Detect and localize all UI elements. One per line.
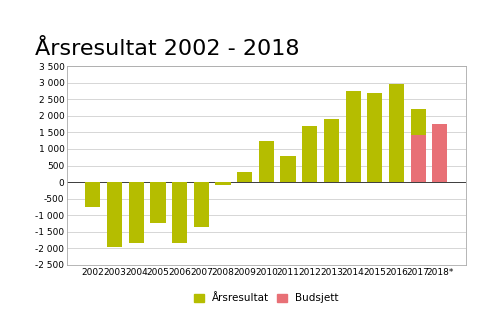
Bar: [280, 156, 296, 182]
Bar: [432, 124, 447, 182]
Bar: [216, 182, 230, 185]
Bar: [389, 84, 404, 182]
Bar: [85, 182, 100, 207]
Bar: [367, 93, 383, 182]
Legend: Årsresultat, Budsjett: Årsresultat, Budsjett: [194, 293, 338, 303]
Bar: [172, 182, 187, 243]
Bar: [129, 182, 144, 243]
Bar: [410, 109, 426, 182]
Bar: [410, 135, 426, 182]
Bar: [259, 141, 274, 182]
Bar: [237, 172, 252, 182]
Bar: [302, 126, 317, 182]
Bar: [107, 182, 122, 247]
Bar: [324, 119, 339, 182]
Bar: [194, 182, 209, 227]
Bar: [150, 182, 166, 223]
Text: Årsresultat 2002 - 2018: Årsresultat 2002 - 2018: [36, 39, 300, 59]
Bar: [346, 91, 361, 182]
